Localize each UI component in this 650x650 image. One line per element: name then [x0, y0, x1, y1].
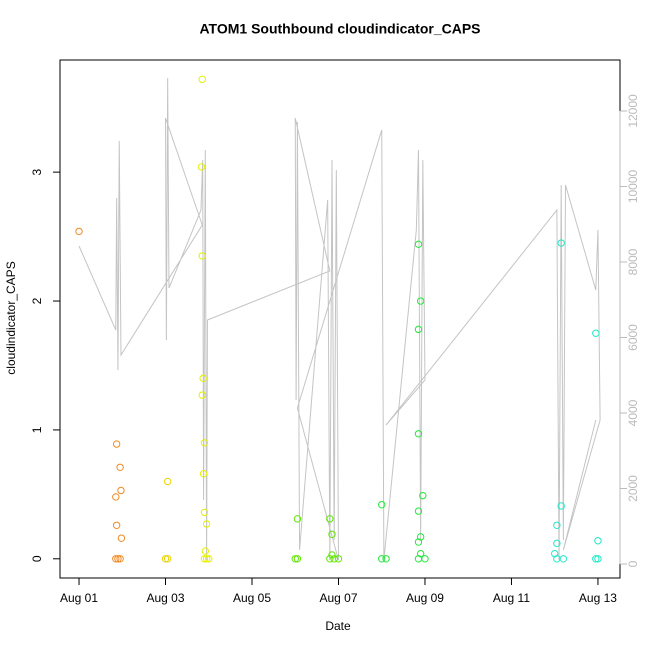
x-tick-label: Aug 13 [579, 591, 617, 605]
point [200, 508, 209, 517]
point [328, 530, 336, 539]
point [559, 555, 568, 563]
point [114, 555, 122, 563]
point [112, 555, 120, 563]
point [199, 470, 208, 478]
point [592, 329, 600, 337]
point [112, 440, 121, 448]
point [161, 555, 170, 563]
point [326, 515, 334, 523]
point [328, 551, 336, 559]
point [117, 534, 126, 542]
y2-tick-label: 4000 [626, 399, 640, 426]
y-tick-label: 1 [30, 426, 44, 433]
point [594, 537, 602, 545]
point [116, 555, 124, 563]
y2-tick-label: 2000 [626, 475, 640, 502]
point [199, 374, 207, 383]
point [419, 491, 427, 500]
point [200, 555, 209, 563]
x-axis-label: Date [325, 619, 351, 633]
point [557, 239, 565, 247]
point [594, 555, 602, 563]
point [378, 500, 386, 509]
y2-tick-label: 12000 [626, 94, 640, 128]
point [197, 163, 206, 171]
y-tick-label: 2 [30, 297, 44, 304]
y-tick-label: 3 [30, 168, 44, 175]
x-tick-label: Aug 09 [406, 591, 444, 605]
point [416, 297, 425, 305]
point [414, 240, 423, 249]
point [421, 555, 429, 563]
point [382, 555, 390, 563]
point [112, 493, 120, 501]
y-tick-label: 0 [30, 555, 44, 562]
point [75, 227, 83, 236]
point [330, 555, 338, 563]
point [163, 477, 172, 486]
point [202, 520, 211, 528]
point [116, 463, 124, 471]
point [414, 507, 423, 515]
point [557, 502, 565, 510]
y2-tick-label: 10000 [626, 169, 640, 203]
point [334, 555, 343, 563]
point [202, 555, 211, 563]
point [198, 75, 206, 84]
x-tick-label: Aug 03 [146, 591, 184, 605]
point [326, 555, 334, 563]
point [198, 252, 206, 260]
point [112, 521, 121, 529]
point [205, 555, 213, 563]
point [414, 325, 423, 334]
x-tick-label: Aug 07 [319, 591, 357, 605]
point [201, 547, 209, 555]
point [117, 486, 125, 495]
point [163, 555, 172, 563]
point [291, 555, 299, 563]
point [553, 539, 561, 548]
point [414, 538, 423, 546]
point [198, 391, 206, 399]
point [553, 521, 561, 529]
chart-title: ATOM1 Southbound cloudindicator_CAPS [199, 21, 480, 37]
x-tick-label: Aug 01 [60, 591, 98, 605]
x-tick-label: Aug 05 [233, 591, 271, 605]
line [78, 78, 601, 561]
point [293, 555, 302, 563]
point [592, 555, 600, 563]
x-tick-label: Aug 11 [493, 591, 530, 605]
point [414, 430, 423, 438]
point [200, 439, 209, 447]
y2-tick-label: 0 [626, 560, 640, 567]
point [378, 555, 386, 563]
y2-tick-label: 6000 [626, 324, 640, 351]
y-axis-label: cloudindicator_CAPS [4, 261, 18, 374]
y2-tick-label: 8000 [626, 248, 640, 275]
point [293, 515, 302, 523]
